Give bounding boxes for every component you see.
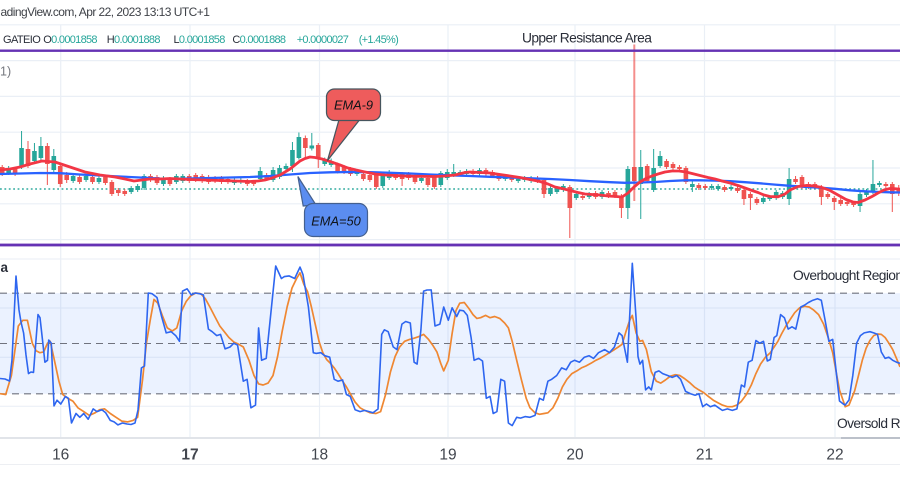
- svg-text:(+1.45%): (+1.45%): [359, 34, 398, 46]
- svg-text:18: 18: [311, 447, 328, 464]
- svg-text:19: 19: [439, 447, 456, 464]
- svg-text:1): 1): [0, 65, 11, 79]
- svg-text:GATEIO: GATEIO: [3, 34, 41, 46]
- svg-text:+0.0000027: +0.0000027: [297, 34, 349, 46]
- svg-text:a: a: [1, 260, 9, 275]
- svg-text:17: 17: [181, 447, 198, 464]
- svg-text:Oversold Re: Oversold Re: [837, 416, 900, 431]
- svg-text:21: 21: [696, 447, 713, 464]
- svg-text:adingView.com, Apr 22, 2023 13: adingView.com, Apr 22, 2023 13:13 UTC+1: [1, 5, 211, 19]
- svg-text:H0.0001888: H0.0001888: [107, 34, 161, 46]
- svg-text:20: 20: [566, 447, 584, 464]
- svg-text:Upper Resistance Area: Upper Resistance Area: [522, 31, 652, 46]
- svg-text:C0.0001888: C0.0001888: [232, 34, 286, 46]
- svg-text:16: 16: [52, 447, 69, 464]
- svg-text:22: 22: [826, 447, 843, 464]
- svg-text:L0.0001858: L0.0001858: [174, 34, 226, 46]
- svg-text:O0.0001858: O0.0001858: [43, 34, 97, 46]
- svg-text:Overbought Region: Overbought Region: [793, 268, 900, 283]
- svg-text:EMA-9: EMA-9: [334, 98, 373, 113]
- svg-text:EMA=50: EMA=50: [311, 214, 361, 229]
